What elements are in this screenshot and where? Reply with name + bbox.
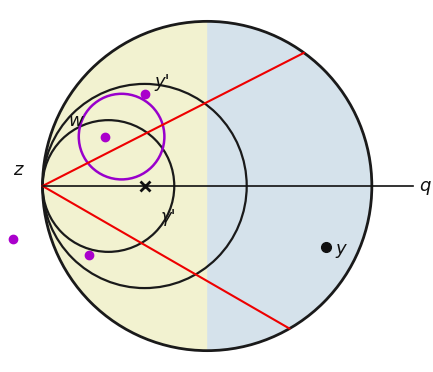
Text: γ': γ'	[161, 208, 177, 226]
Wedge shape	[207, 21, 372, 351]
Text: q: q	[420, 177, 431, 195]
Circle shape	[42, 21, 372, 351]
Text: y: y	[336, 240, 346, 257]
Text: z: z	[13, 161, 23, 179]
Text: w: w	[69, 112, 84, 130]
Text: y': y'	[155, 73, 170, 91]
